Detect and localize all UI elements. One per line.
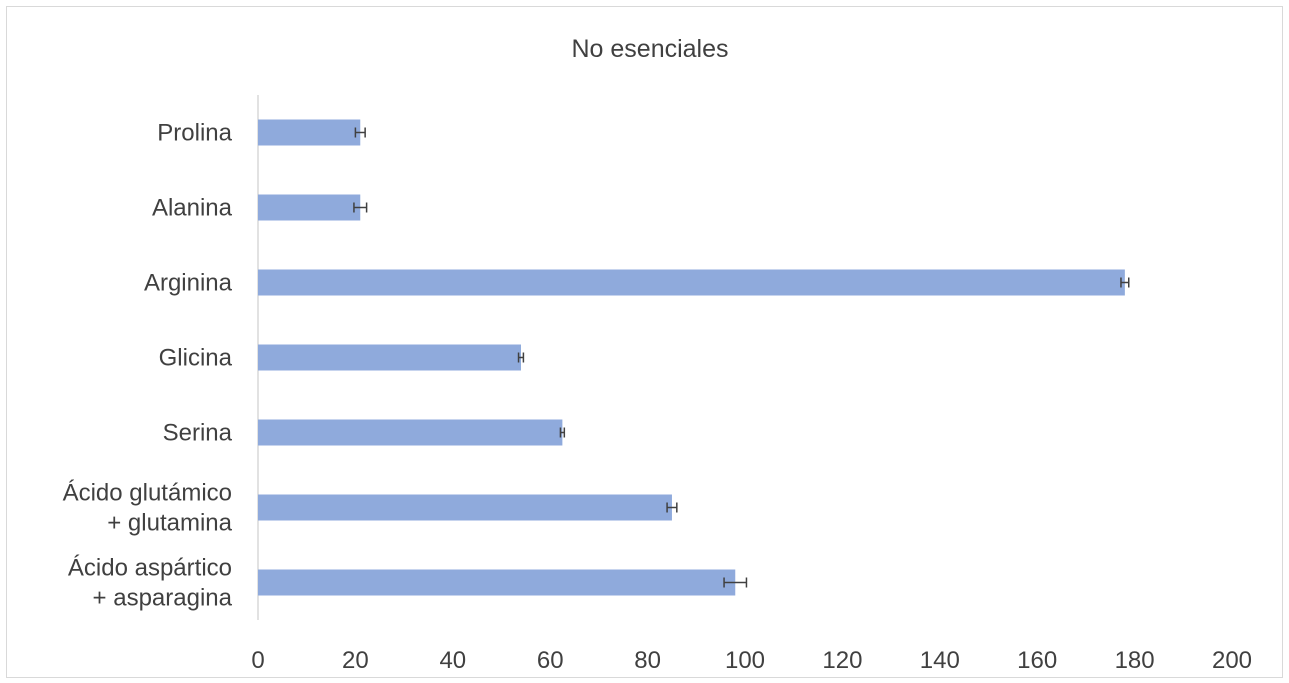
error-bar	[354, 127, 366, 138]
category-label: Serina	[163, 420, 233, 447]
category-label: + asparagina	[93, 585, 233, 612]
error-bar	[517, 352, 525, 363]
chart-frame	[6, 6, 1283, 678]
x-tick-label: 40	[439, 647, 466, 674]
bar	[258, 119, 361, 146]
x-tick-label: 20	[342, 647, 369, 674]
bar	[258, 494, 672, 521]
error-bar	[1120, 277, 1130, 288]
x-tick-label: 200	[1212, 647, 1252, 674]
error-bar	[559, 427, 566, 438]
x-tick-label: 100	[725, 647, 765, 674]
x-tick-label: 80	[634, 647, 661, 674]
category-label: Glicina	[159, 345, 233, 372]
x-tick-label: 180	[1115, 647, 1155, 674]
category-label: Ácido aspártico	[68, 555, 232, 582]
x-tick-label: 0	[251, 647, 264, 674]
category-label: Arginina	[144, 270, 233, 297]
chart-title: No esenciales	[571, 35, 728, 63]
category-label: Alanina	[152, 195, 233, 222]
category-label: + glutamina	[107, 510, 232, 537]
x-tick-label: 140	[920, 647, 960, 674]
bar	[258, 344, 521, 371]
category-label: Ácido glutámico	[63, 480, 232, 507]
x-tick-label: 120	[822, 647, 862, 674]
error-bar	[666, 502, 678, 513]
error-bar	[353, 202, 368, 213]
category-label: Prolina	[157, 120, 232, 147]
error-bar	[723, 577, 748, 588]
bar	[258, 569, 736, 596]
bar	[258, 194, 361, 221]
bar	[258, 419, 563, 446]
bar	[258, 269, 1125, 296]
x-tick-label: 160	[1017, 647, 1057, 674]
x-tick-label: 60	[537, 647, 564, 674]
